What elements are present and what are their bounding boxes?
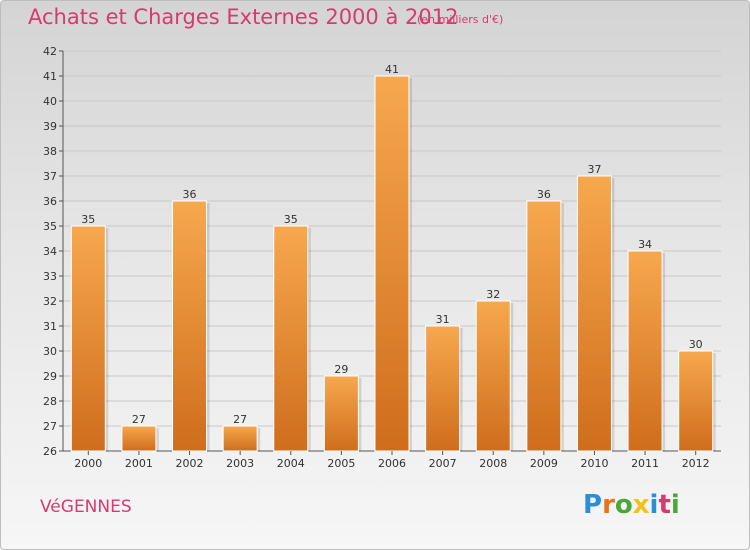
bar — [425, 325, 461, 452]
x-tick-label: 2009 — [530, 457, 558, 470]
proxiti-logo: Proxiti — [583, 490, 680, 520]
y-tick-label: 35 — [43, 220, 57, 233]
bar-value-label: 30 — [689, 338, 703, 351]
bar — [627, 250, 663, 452]
logo-letter: t — [658, 490, 671, 520]
bar-value-label: 27 — [233, 413, 247, 426]
bar — [172, 200, 208, 452]
y-tick-label: 34 — [43, 245, 57, 258]
bar — [526, 200, 562, 452]
y-tick-label: 42 — [43, 45, 57, 58]
bar-value-label: 34 — [638, 238, 652, 251]
bar-value-label: 27 — [132, 413, 146, 426]
bar — [678, 350, 714, 452]
x-tick-label: 2008 — [479, 457, 507, 470]
logo-letter: i — [649, 490, 659, 520]
bar-value-label: 29 — [334, 363, 348, 376]
bar — [475, 300, 511, 452]
logo-letter: i — [670, 490, 680, 520]
bar-value-label: 35 — [284, 213, 298, 226]
y-tick-label: 41 — [43, 70, 57, 83]
logo-letter: o — [614, 490, 633, 520]
x-tick-label: 2000 — [74, 457, 102, 470]
bar — [576, 175, 612, 452]
logo-letter: x — [632, 490, 650, 520]
x-tick-label: 2012 — [682, 457, 710, 470]
y-tick-label: 29 — [43, 370, 57, 383]
logo-letter: r — [602, 490, 615, 520]
y-tick-label: 36 — [43, 195, 57, 208]
y-tick-label: 31 — [43, 320, 57, 333]
y-tick-label: 28 — [43, 395, 57, 408]
x-tick-label: 2002 — [176, 457, 204, 470]
chart-title: Achats et Charges Externes 2000 à 2012 — [28, 5, 459, 29]
y-tick-label: 39 — [43, 120, 57, 133]
x-tick-label: 2004 — [277, 457, 305, 470]
bar — [70, 225, 106, 452]
y-tick-label: 32 — [43, 295, 57, 308]
chart-subtitle: (en milliers d'€) — [417, 13, 504, 26]
x-tick-label: 2006 — [378, 457, 406, 470]
bar-value-label: 36 — [183, 188, 197, 201]
bar-value-label: 37 — [587, 163, 601, 176]
y-tick-label: 38 — [43, 145, 57, 158]
y-tick-label: 33 — [43, 270, 57, 283]
bar-value-label: 41 — [385, 63, 399, 76]
x-tick-label: 2011 — [631, 457, 659, 470]
bar — [323, 375, 359, 452]
x-tick-label: 2003 — [226, 457, 254, 470]
bar-value-label: 31 — [436, 313, 450, 326]
x-tick-label: 2005 — [327, 457, 355, 470]
bar — [273, 225, 309, 452]
x-tick-label: 2007 — [429, 457, 457, 470]
bar-value-label: 32 — [486, 288, 500, 301]
y-tick-label: 26 — [43, 445, 57, 458]
bar — [374, 75, 410, 452]
y-tick-label: 40 — [43, 95, 57, 108]
x-tick-label: 2010 — [580, 457, 608, 470]
logo-letter: P — [583, 490, 603, 520]
y-tick-label: 27 — [43, 420, 57, 433]
commune-name: VéGENNES — [40, 497, 132, 517]
bar — [222, 425, 258, 452]
y-tick-label: 37 — [43, 170, 57, 183]
y-tick-label: 30 — [43, 345, 57, 358]
bar-value-label: 36 — [537, 188, 551, 201]
bar — [121, 425, 157, 452]
x-tick-label: 2001 — [125, 457, 153, 470]
bar-value-label: 35 — [81, 213, 95, 226]
